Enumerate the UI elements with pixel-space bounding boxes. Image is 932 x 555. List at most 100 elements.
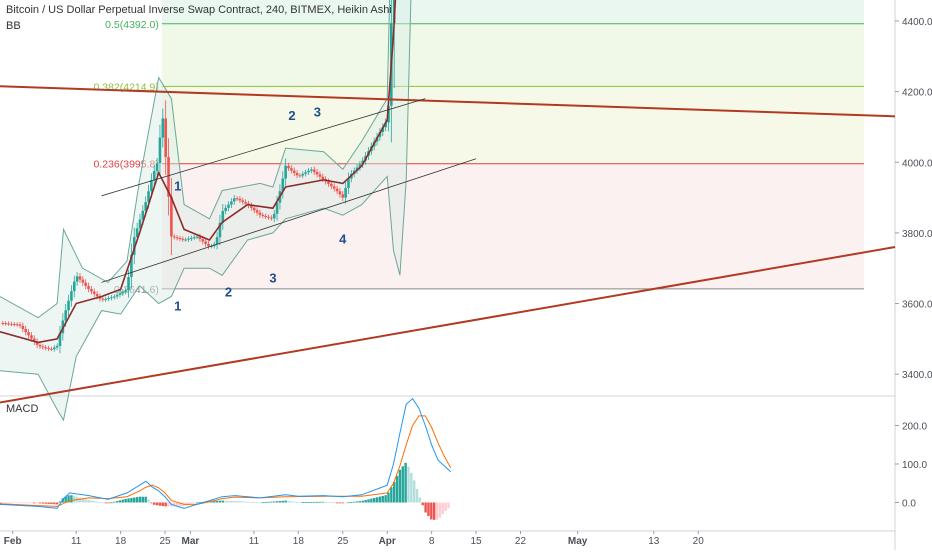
- candle-body: [298, 175, 302, 177]
- macd-histogram-bar: [224, 500, 227, 503]
- macd-histogram-bar: [273, 501, 276, 503]
- candle-body: [307, 170, 310, 173]
- trendline-channel-lower: [101, 158, 477, 283]
- macd-histogram-bar: [301, 502, 304, 503]
- candle-body: [41, 346, 45, 348]
- macd-histogram-bar: [210, 501, 213, 503]
- macd-histogram-bar: [93, 501, 96, 503]
- price-tick-label: 3600.0: [902, 300, 932, 311]
- macd-histogram-bar: [218, 500, 222, 503]
- candle-body: [207, 243, 210, 247]
- macd-histogram-bar: [195, 502, 199, 504]
- candle-body: [172, 236, 176, 238]
- candle-body: [64, 310, 67, 321]
- candle-body: [70, 291, 73, 301]
- candle-body: [12, 324, 16, 326]
- candle-body: [192, 237, 196, 239]
- candle-body: [250, 205, 253, 208]
- candle-body: [241, 200, 245, 202]
- macd-histogram-bar: [332, 502, 336, 504]
- candle-body: [318, 174, 322, 177]
- macd-histogram-bar: [287, 500, 290, 503]
- macd-histogram-bar: [255, 502, 259, 504]
- macd-histogram-bar: [124, 498, 127, 503]
- macd-histogram-bar: [110, 502, 113, 504]
- macd-histogram-bar: [313, 501, 316, 503]
- candle-body: [44, 347, 48, 349]
- macd-histogram-bar: [104, 502, 107, 504]
- candle-body: [90, 289, 93, 292]
- candle-body: [32, 338, 36, 342]
- macd-histogram-bar: [352, 501, 356, 503]
- candle-body: [101, 298, 105, 300]
- price-tick-label: 4400.0: [902, 17, 932, 28]
- time-tick-label: 18: [115, 536, 127, 547]
- candle-body: [315, 171, 319, 175]
- candle-body: [175, 237, 179, 239]
- macd-histogram-bar: [55, 502, 59, 505]
- macd-histogram-bar: [435, 502, 439, 520]
- macd-histogram-bar: [187, 502, 190, 506]
- macd-histogram-bar: [247, 501, 250, 503]
- candle-body: [130, 254, 133, 278]
- macd-histogram-bar: [98, 501, 102, 503]
- time-tick-label: 11: [249, 536, 260, 547]
- candle-body: [275, 202, 279, 214]
- macd-histogram-bar: [401, 466, 404, 503]
- candle-body: [327, 181, 330, 184]
- macd-histogram-bar: [153, 502, 156, 505]
- macd-histogram-bar: [64, 496, 67, 503]
- candle-body: [358, 164, 362, 168]
- candle-body: [184, 239, 187, 241]
- macd-histogram-bar: [13, 502, 16, 504]
- candle-body: [195, 236, 199, 238]
- time-tick-label: May: [568, 536, 588, 547]
- fib-band: [161, 23, 865, 87]
- macd-histogram-bar: [161, 502, 165, 507]
- candle-body: [332, 186, 336, 189]
- candle-body: [38, 344, 42, 347]
- fib-band: [161, 86, 865, 164]
- wave-label: 1: [174, 299, 181, 314]
- candle-body: [335, 188, 339, 192]
- candle-body: [181, 238, 185, 240]
- macd-histogram-bar: [307, 502, 310, 503]
- macd-signal-line: [0, 415, 452, 507]
- macd-histogram-bar: [358, 501, 362, 503]
- candle-body: [198, 236, 202, 240]
- macd-histogram-bar: [438, 502, 442, 518]
- wave-label: 1: [174, 179, 181, 194]
- time-tick-label: 25: [337, 536, 349, 547]
- candle-body: [124, 290, 127, 292]
- macd-histogram-bar: [115, 501, 119, 503]
- candle-body: [52, 347, 56, 350]
- time-tick-label: Mar: [182, 536, 200, 547]
- macd-histogram-bar: [175, 502, 179, 507]
- macd-histogram-bar: [387, 492, 390, 503]
- time-tick-label: 18: [293, 536, 305, 547]
- macd-histogram-bar: [24, 502, 27, 504]
- macd-histogram-bar: [447, 502, 450, 509]
- wave-label: 2: [288, 108, 295, 123]
- macd-histogram-bar: [230, 500, 233, 503]
- macd-histogram-bar: [84, 499, 87, 503]
- macd-tick-label: 100.0: [902, 460, 927, 471]
- macd-histogram-bar: [347, 502, 350, 504]
- candle-body: [347, 178, 350, 189]
- macd-histogram-bar: [444, 502, 447, 511]
- candle-body: [310, 169, 313, 171]
- macd-histogram-bar: [441, 502, 444, 515]
- candle-body: [155, 163, 159, 172]
- macd-histogram-bar: [7, 502, 10, 504]
- price-tick-label: 4200.0: [902, 88, 932, 99]
- macd-histogram-bar: [378, 496, 382, 503]
- macd-histogram-bar: [138, 496, 142, 503]
- macd-histogram-bar: [261, 502, 264, 504]
- candle-body: [238, 198, 242, 201]
- macd-histogram-bar: [41, 502, 45, 504]
- candle-body: [384, 122, 387, 128]
- macd-histogram-bar: [44, 502, 47, 504]
- macd-histogram-bar: [278, 501, 282, 503]
